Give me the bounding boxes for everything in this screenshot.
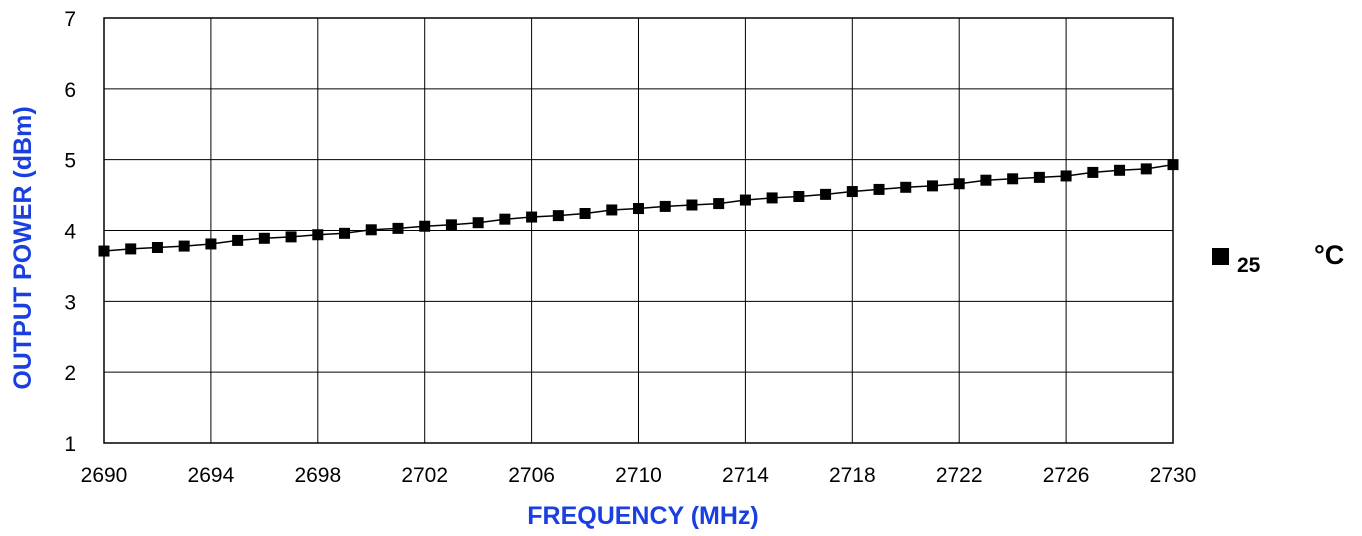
data-point-marker <box>232 234 244 246</box>
data-point-marker <box>1060 170 1072 182</box>
x-tick-label: 2706 <box>508 464 555 487</box>
data-point-marker <box>1087 166 1099 178</box>
data-point-marker <box>686 199 698 211</box>
grid <box>104 18 1173 443</box>
data-point-marker <box>659 200 671 212</box>
data-point-marker <box>633 203 644 215</box>
x-tick-label: 2698 <box>294 464 341 487</box>
data-point-marker <box>739 194 751 206</box>
y-tick-label: 3 <box>64 291 76 314</box>
series-25c <box>98 159 1179 257</box>
x-tick-label: 2690 <box>81 464 128 487</box>
y-tick-label: 4 <box>64 221 76 244</box>
data-point-marker <box>392 222 404 234</box>
x-tick-label: 2726 <box>1043 464 1090 487</box>
data-point-marker <box>1140 163 1152 175</box>
data-point-marker <box>1114 164 1126 176</box>
data-point-marker <box>873 183 885 195</box>
data-point-marker <box>606 204 618 216</box>
data-point-marker <box>846 186 858 198</box>
data-point-marker <box>1007 173 1019 185</box>
data-point-marker <box>713 198 725 210</box>
y-tick-label: 2 <box>64 362 76 385</box>
plot-area-frame <box>103 17 1174 444</box>
x-tick-label: 2718 <box>829 464 876 487</box>
y-tick-label: 1 <box>64 433 76 456</box>
data-point-marker <box>339 227 351 239</box>
data-point-marker <box>820 188 832 200</box>
x-axis-ticks: 2690 2694 2698 2702 2706 2710 2714 2718 2722 2726… <box>81 464 1197 487</box>
data-point-marker <box>419 220 431 232</box>
x-axis-title: FREQUENCY (MHz) <box>527 502 758 530</box>
x-tick-label: 2730 <box>1150 464 1197 487</box>
x-tick-label: 2710 <box>615 464 662 487</box>
data-point-marker <box>258 232 270 244</box>
data-point-marker <box>499 213 511 225</box>
x-tick-label: 2702 <box>401 464 448 487</box>
data-point-marker <box>900 181 912 193</box>
data-point-marker <box>793 191 805 202</box>
data-point-marker <box>526 211 538 223</box>
legend-marker-square <box>1212 248 1229 265</box>
data-point-marker <box>552 210 564 222</box>
y-tick-label: 7 <box>64 8 76 31</box>
data-point-marker <box>980 174 992 186</box>
data-point-marker <box>472 217 484 229</box>
data-point-marker <box>579 208 591 219</box>
legend-label-value: 25 <box>1237 254 1261 277</box>
data-point-marker <box>312 229 324 241</box>
x-tick-label: 2714 <box>722 464 769 487</box>
data-point-marker <box>766 192 778 204</box>
data-point-marker <box>205 238 217 250</box>
data-point-marker <box>178 240 190 252</box>
data-point-marker <box>953 178 965 190</box>
data-point-marker <box>151 242 163 253</box>
legend-label-unit: °C <box>1314 240 1344 270</box>
y-tick-label: 5 <box>64 150 76 173</box>
data-point-marker <box>926 180 938 192</box>
x-tick-label: 2722 <box>936 464 983 487</box>
data-point-marker <box>285 231 297 243</box>
data-point-marker <box>1033 171 1045 183</box>
data-point-marker <box>125 243 137 255</box>
data-point-marker <box>445 219 457 231</box>
legend: 25 °C <box>1212 240 1344 277</box>
x-tick-label: 2694 <box>188 464 235 487</box>
y-axis-title: OUTPUT POWER (dBm) <box>9 106 37 389</box>
data-point-marker <box>365 224 377 236</box>
y-axis-ticks: 1 2 3 4 5 6 7 <box>64 8 76 456</box>
y-tick-label: 6 <box>64 79 76 102</box>
